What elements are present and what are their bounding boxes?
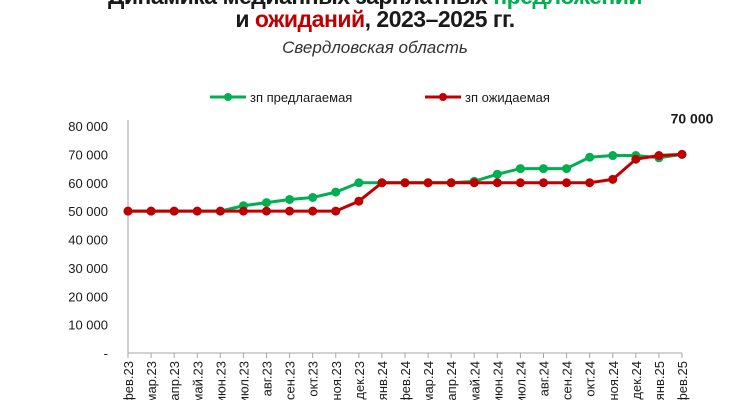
- chart-subtitle: Свердловская область: [282, 38, 468, 57]
- data-point-expected: [308, 206, 318, 216]
- data-point-expected: [585, 178, 595, 188]
- y-tick-label: 20 000: [68, 289, 108, 304]
- y-tick-label: 70 000: [68, 147, 108, 162]
- data-point-offered: [262, 198, 271, 208]
- data-point-offered: [285, 194, 295, 204]
- legend-label: зп ожидаемая: [465, 90, 550, 105]
- chart-title-line1: Динамика медианных зарплатных предложени…: [0, 0, 750, 10]
- x-tick-label: сен.23: [283, 361, 298, 400]
- chart-title-line2: и ожиданий, 2023–2025 гг.: [0, 6, 750, 33]
- y-tick-label: 40 000: [68, 233, 108, 248]
- data-label-last: 70 000: [671, 110, 714, 126]
- title-text: и: [235, 6, 255, 32]
- data-point-expected: [492, 178, 502, 188]
- legend-marker: [224, 93, 232, 101]
- y-tick-label: 80 000: [68, 119, 108, 134]
- y-tick-label: -: [104, 346, 108, 361]
- y-tick-label: 10 000: [68, 318, 108, 333]
- x-tick-label: дек.23: [352, 361, 367, 400]
- title-text: , 2023–2025 гг.: [364, 6, 516, 32]
- data-point-expected: [469, 178, 479, 188]
- x-tick-label: ноя.24: [606, 361, 621, 400]
- data-point-offered: [539, 164, 548, 174]
- x-tick-label: окт.23: [306, 361, 321, 397]
- data-point-expected: [192, 206, 202, 216]
- x-tick-label: апр.23: [167, 361, 182, 400]
- data-point-expected: [608, 174, 618, 184]
- data-point-expected: [262, 206, 271, 216]
- x-tick-label: июл.23: [236, 361, 251, 400]
- legend-label: зп предлагаемая: [250, 90, 352, 105]
- data-point-expected: [377, 178, 387, 188]
- x-tick-label: фев.25: [675, 361, 690, 400]
- legend-marker: [439, 93, 447, 101]
- x-tick-label: июн.23: [213, 361, 228, 400]
- x-tick-label: май.24: [467, 361, 482, 400]
- x-tick-label: янв.25: [652, 361, 667, 400]
- data-point-expected: [423, 178, 433, 188]
- data-point-expected: [562, 178, 572, 188]
- x-tick-label: авг.23: [260, 361, 275, 396]
- data-point-expected: [677, 149, 687, 159]
- x-tick-label: окт.24: [583, 361, 598, 397]
- x-tick-label: сен.24: [560, 361, 575, 400]
- x-tick-label: ноя.23: [329, 361, 344, 400]
- data-point-offered: [331, 187, 341, 197]
- x-tick-label: фев.23: [121, 361, 136, 400]
- x-tick-label: мар.23: [144, 361, 159, 400]
- data-point-expected: [631, 154, 641, 164]
- data-point-expected: [539, 178, 548, 188]
- x-tick-label: фев.24: [398, 361, 413, 400]
- data-point-expected: [285, 206, 295, 216]
- x-tick-label: май.23: [190, 361, 205, 400]
- x-tick-label: июл.24: [513, 361, 528, 400]
- data-point-offered: [608, 151, 618, 161]
- data-point-expected: [654, 151, 664, 161]
- y-tick-label: 50 000: [68, 204, 108, 219]
- title-highlight-offers: предложений: [493, 0, 642, 9]
- x-tick-label: апр.24: [444, 361, 459, 400]
- data-point-expected: [400, 178, 410, 188]
- title-text: Динамика медианных зарплатных: [108, 0, 493, 9]
- data-point-expected: [238, 206, 248, 216]
- data-point-offered: [515, 164, 525, 174]
- x-tick-label: янв.24: [375, 361, 390, 400]
- x-tick-label: дек.24: [629, 361, 644, 400]
- x-tick-label: авг.24: [537, 361, 552, 396]
- data-point-offered: [354, 178, 364, 188]
- y-tick-label: 30 000: [68, 261, 108, 276]
- data-point-offered: [585, 152, 595, 162]
- x-tick-label: июн.24: [490, 361, 505, 400]
- data-point-expected: [169, 206, 179, 216]
- x-tick-label: мар.24: [421, 361, 436, 400]
- data-point-expected: [123, 206, 133, 216]
- title-highlight-expectations: ожиданий: [254, 6, 365, 32]
- data-point-offered: [562, 164, 572, 174]
- data-point-expected: [354, 196, 364, 206]
- data-point-expected: [215, 206, 225, 216]
- data-point-expected: [515, 178, 525, 188]
- data-point-expected: [331, 206, 341, 216]
- data-point-expected: [446, 178, 456, 188]
- data-point-offered: [308, 193, 318, 203]
- data-point-expected: [146, 206, 156, 216]
- y-tick-label: 60 000: [68, 176, 108, 191]
- data-point-offered: [492, 169, 502, 179]
